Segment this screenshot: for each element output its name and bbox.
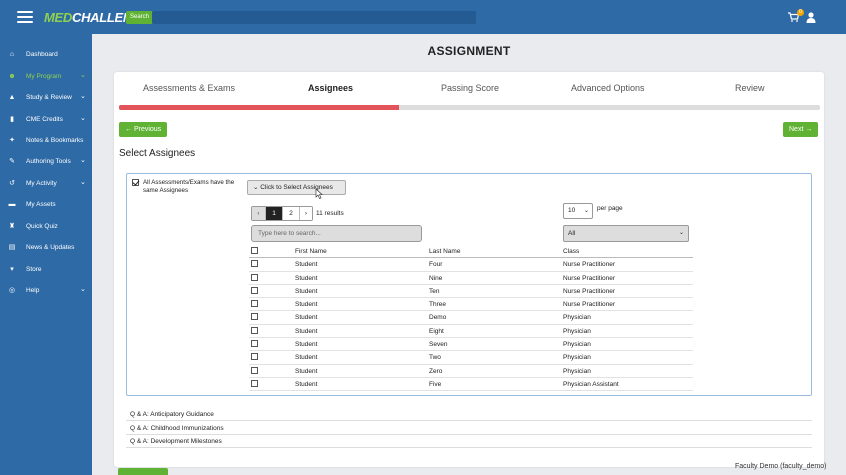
pagination-next[interactable]: ›: [300, 207, 312, 220]
home-icon: ⌂: [9, 50, 15, 58]
row-checkbox[interactable]: [251, 300, 258, 308]
certificate-icon: ▮: [10, 116, 14, 123]
sidebar-item-cme-credits[interactable]: ▮ CME Credits ⌄: [0, 110, 92, 128]
select-all-checkbox[interactable]: [251, 247, 258, 254]
pagination-page-2[interactable]: 2: [283, 207, 300, 220]
sidebar: ⌂ Dashboard ☻ My Program ⌄ ▲ Study & Review ⌄…: [0, 34, 92, 475]
folder-icon: ▬: [8, 200, 16, 208]
chevron-down-icon: ⌄: [583, 208, 589, 214]
progress-fill: [119, 105, 400, 110]
tab-advanced-options[interactable]: Advanced Options: [571, 83, 645, 93]
table-row[interactable]: Student Five Physician Assistant: [249, 378, 693, 392]
edit-icon: ✎: [9, 158, 15, 165]
chevron-down-icon: ⌄: [80, 157, 86, 164]
row-checkbox[interactable]: [251, 273, 258, 281]
chevron-down-icon: ⌄: [678, 230, 684, 236]
row-checkbox[interactable]: [251, 286, 258, 294]
wizard-progress-bar: [119, 105, 820, 110]
assignee-search-input[interactable]: Type here to search...: [251, 225, 422, 242]
users-icon: ☻: [8, 72, 16, 80]
search-input[interactable]: [152, 11, 476, 24]
sidebar-item-dashboard[interactable]: ⌂ Dashboard: [9, 50, 58, 58]
cart-icon: ▾: [10, 266, 14, 273]
row-checkbox[interactable]: [251, 379, 258, 387]
hamburger-menu-icon[interactable]: [17, 11, 33, 23]
chevron-down-icon: ⌄: [253, 184, 261, 191]
life-ring-icon: ◎: [8, 287, 16, 294]
sidebar-item-study-review[interactable]: ▲ Study & Review ⌄: [8, 93, 86, 101]
mouse-pointer-icon: [315, 189, 323, 199]
previous-button[interactable]: ← Previous: [119, 122, 168, 137]
chevron-down-icon: ⌄: [80, 286, 86, 293]
bottom-action-button[interactable]: [118, 468, 168, 475]
same-assignees-checkbox[interactable]: [132, 179, 139, 186]
table-row[interactable]: Student Four Nurse Practitioner: [249, 258, 693, 272]
per-page-label: per page: [597, 205, 623, 212]
table-row[interactable]: Student Seven Physician: [249, 338, 693, 352]
user-icon[interactable]: [806, 12, 816, 23]
table-header-row: First Name Last Name Class: [249, 245, 693, 259]
assignees-panel: All Assessments/Exams have the same Assi…: [126, 173, 812, 396]
sidebar-item-my-activity[interactable]: ↺ My Activity ⌄: [9, 179, 86, 187]
table-row[interactable]: Student Zero Physician: [249, 365, 693, 378]
pin-icon: ✦: [9, 137, 15, 144]
search-button[interactable]: Search: [126, 11, 154, 24]
pagination-page-1[interactable]: 1: [266, 207, 283, 220]
sidebar-item-help[interactable]: ◎ Help ⌄: [8, 286, 86, 294]
sidebar-item-notes-bookmarks[interactable]: ✦ Notes & Bookmarks: [9, 136, 84, 145]
chevron-down-icon: ⌄: [80, 72, 86, 79]
qa-item-anticipatory-guidance[interactable]: Q & A: Anticipatory Guidance: [126, 408, 812, 421]
sidebar-item-quick-quiz[interactable]: ♜ Quick Quiz: [8, 222, 58, 231]
cart-count-badge: 0: [797, 9, 804, 16]
newspaper-icon: ▤: [8, 244, 16, 251]
trophy-icon: ♜: [8, 223, 16, 230]
results-count: 11 results: [316, 210, 344, 217]
sidebar-item-my-program[interactable]: ☻ My Program ⌄: [8, 72, 86, 80]
table-row[interactable]: Student Three Nurse Practitioner: [249, 298, 693, 312]
table-row[interactable]: Student Demo Physician: [249, 311, 693, 325]
history-icon: ↺: [9, 180, 15, 187]
assignment-card: Assessments & Exams Assignees Passing Sc…: [114, 72, 824, 467]
table-row[interactable]: Student Eight Physician: [249, 325, 693, 339]
per-page-select[interactable]: 10 ⌄: [563, 203, 593, 219]
table-row[interactable]: Student Nine Nurse Practitioner: [249, 272, 693, 285]
table-row[interactable]: Student Ten Nurse Practitioner: [249, 285, 693, 299]
tab-passing-score[interactable]: Passing Score: [441, 83, 500, 93]
faculty-user-label: Faculty Demo (faculty_demo): [735, 463, 827, 470]
table-row[interactable]: Student Two Physician: [249, 351, 693, 365]
next-button[interactable]: Next →: [783, 122, 819, 137]
sidebar-item-news-updates[interactable]: ▤ News & Updates: [8, 243, 75, 252]
sidebar-item-store[interactable]: ▾ Store: [0, 260, 92, 278]
select-assignees-button[interactable]: ⌄ Click to Select Assignees: [247, 180, 346, 195]
pagination-prev[interactable]: ‹: [252, 207, 266, 220]
row-checkbox[interactable]: [251, 353, 258, 361]
sidebar-item-my-assets[interactable]: ▬ My Assets: [8, 200, 56, 208]
wizard-tabs: Assessments & Exams Assignees Passing Sc…: [114, 72, 824, 104]
page-title: ASSIGNMENT: [427, 44, 511, 58]
row-checkbox[interactable]: [251, 340, 258, 348]
row-checkbox[interactable]: [251, 366, 258, 374]
same-assignees-label: All Assessments/Exams have the same Assi…: [143, 179, 235, 194]
column-header-last-name[interactable]: Last Name: [429, 248, 461, 255]
chevron-down-icon: ⌄: [80, 115, 86, 122]
qa-item-childhood-immunizations[interactable]: Q & A: Childhood Immunizations: [126, 422, 812, 435]
row-checkbox[interactable]: [251, 260, 258, 268]
chevron-down-icon: ⌄: [80, 179, 86, 186]
pagination: ‹ 1 2 ›: [251, 206, 313, 221]
sidebar-item-authoring-tools[interactable]: ✎ Authoring Tools ⌄: [9, 157, 86, 165]
assignees-table: First Name Last Name Class Student Four Nu…: [249, 245, 693, 392]
column-header-first-name[interactable]: First Name: [295, 248, 327, 255]
tab-assignees[interactable]: Assignees: [308, 83, 354, 93]
chevron-down-icon: ⌄: [80, 93, 86, 100]
column-header-class[interactable]: Class: [563, 248, 580, 255]
class-filter-select[interactable]: All ⌄: [563, 225, 689, 242]
row-checkbox[interactable]: [251, 313, 258, 321]
graduation-cap-icon: ▲: [8, 93, 16, 101]
row-checkbox[interactable]: [251, 326, 258, 334]
tab-review[interactable]: Review: [735, 83, 765, 93]
tab-assessments-exams[interactable]: Assessments & Exams: [143, 83, 236, 93]
qa-item-development-milestones[interactable]: Q & A: Development Milestones: [126, 435, 812, 448]
section-title: Select Assignees: [119, 148, 196, 159]
